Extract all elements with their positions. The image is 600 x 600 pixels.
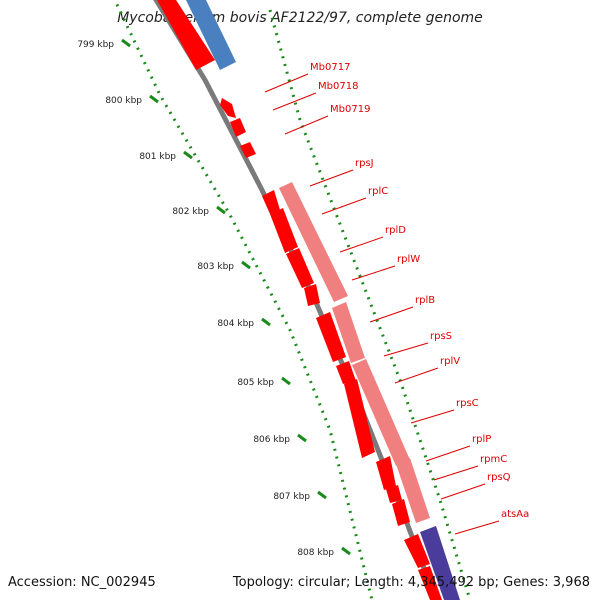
gene-block bbox=[262, 190, 280, 214]
gene-block bbox=[392, 499, 410, 526]
gene-block bbox=[376, 456, 396, 490]
accession-label: Accession: NC_002945 bbox=[8, 575, 156, 590]
gene-block bbox=[286, 248, 314, 288]
gene-label: rplB bbox=[415, 295, 435, 306]
gene-block bbox=[230, 118, 246, 137]
tick-mark bbox=[297, 433, 307, 443]
gene-label: Mb0719 bbox=[330, 104, 370, 115]
tick-label: 803 kbp bbox=[197, 262, 234, 272]
gene-block bbox=[304, 284, 320, 306]
gene-block bbox=[279, 182, 348, 302]
label-leader-line bbox=[394, 367, 439, 384]
label-leader-line bbox=[454, 520, 500, 535]
gene-label: rplC bbox=[368, 186, 388, 197]
tick-label: 801 kbp bbox=[139, 152, 176, 162]
genome-summary: Topology: circular; Length: 4,345,492 bp… bbox=[232, 575, 590, 590]
tick-label: 800 kbp bbox=[105, 96, 142, 106]
tick-label: 806 kbp bbox=[253, 435, 290, 445]
gene-label: rplP bbox=[472, 434, 491, 445]
tick-mark bbox=[149, 94, 159, 104]
inner-tick-ring-line bbox=[268, 9, 472, 600]
gene-block bbox=[186, 0, 236, 70]
label-leader-line bbox=[425, 445, 471, 462]
gene-block bbox=[344, 379, 375, 458]
gene-label: rpsS bbox=[430, 331, 452, 342]
gene-label: rpsJ bbox=[355, 158, 374, 169]
tick-mark bbox=[261, 317, 271, 327]
tick-mark bbox=[281, 376, 291, 386]
label-leader-line bbox=[321, 197, 367, 215]
tick-label: 802 kbp bbox=[172, 207, 209, 217]
backbone-line bbox=[153, 0, 439, 600]
tick-label: 807 kbp bbox=[273, 492, 310, 502]
feature-track bbox=[157, 0, 460, 600]
label-leader-line bbox=[264, 73, 309, 93]
gene-block bbox=[396, 458, 430, 523]
gene-label: rplV bbox=[440, 356, 460, 367]
gene-block bbox=[316, 312, 346, 362]
gene-block bbox=[332, 302, 365, 363]
gene-block bbox=[386, 485, 402, 503]
tick-mark bbox=[183, 150, 193, 160]
label-leader-line bbox=[284, 115, 329, 135]
gene-block bbox=[352, 359, 410, 466]
gene-block bbox=[420, 526, 460, 600]
tick-mark bbox=[121, 38, 131, 48]
tick-label: 808 kbp bbox=[297, 548, 334, 558]
label-leader-line bbox=[339, 236, 384, 253]
gene-block bbox=[220, 98, 236, 118]
gene-label: rplD bbox=[385, 225, 406, 236]
gene-label: Mb0717 bbox=[310, 62, 350, 73]
gene-block bbox=[240, 142, 256, 158]
gene-label: Mb0718 bbox=[318, 81, 358, 92]
tick-mark bbox=[317, 490, 327, 500]
gene-block bbox=[418, 566, 442, 600]
label-leader-line bbox=[369, 306, 414, 323]
gene-label: atsAa bbox=[501, 509, 529, 520]
tick-mark bbox=[216, 205, 226, 215]
backbone bbox=[153, 0, 439, 600]
gene-label: rpsC bbox=[456, 398, 479, 409]
tick-label: 804 kbp bbox=[217, 319, 254, 329]
gene-block bbox=[336, 361, 356, 384]
label-leader-line bbox=[309, 169, 354, 187]
label-leader-line bbox=[433, 465, 479, 481]
label-leader-line bbox=[440, 483, 486, 500]
gene-label: rpsQ bbox=[487, 472, 511, 483]
gene-block bbox=[270, 208, 298, 253]
label-leader-line bbox=[272, 92, 317, 111]
label-leader-line bbox=[383, 342, 429, 357]
tick-mark bbox=[241, 260, 251, 270]
tick-mark bbox=[341, 546, 351, 556]
label-leader-line bbox=[351, 265, 396, 281]
gene-label: rplW bbox=[397, 254, 420, 265]
gene-labels: Mb0717 Mb0718 Mb0719 rpsJ rplC rplD rplW rplB rp… bbox=[264, 62, 529, 535]
tick-ring-line bbox=[113, 0, 374, 600]
tick-ring: 799 kbp 800 kbp 801 kbp 802 kbp 803 kbp 804 k… bbox=[77, 0, 472, 600]
gene-label: rpmC bbox=[480, 454, 507, 465]
tick-label: 799 kbp bbox=[77, 40, 114, 50]
gene-block bbox=[404, 534, 430, 568]
tick-label: 805 kbp bbox=[237, 378, 274, 388]
gene-block bbox=[157, 0, 215, 70]
label-leader-line bbox=[410, 409, 455, 424]
